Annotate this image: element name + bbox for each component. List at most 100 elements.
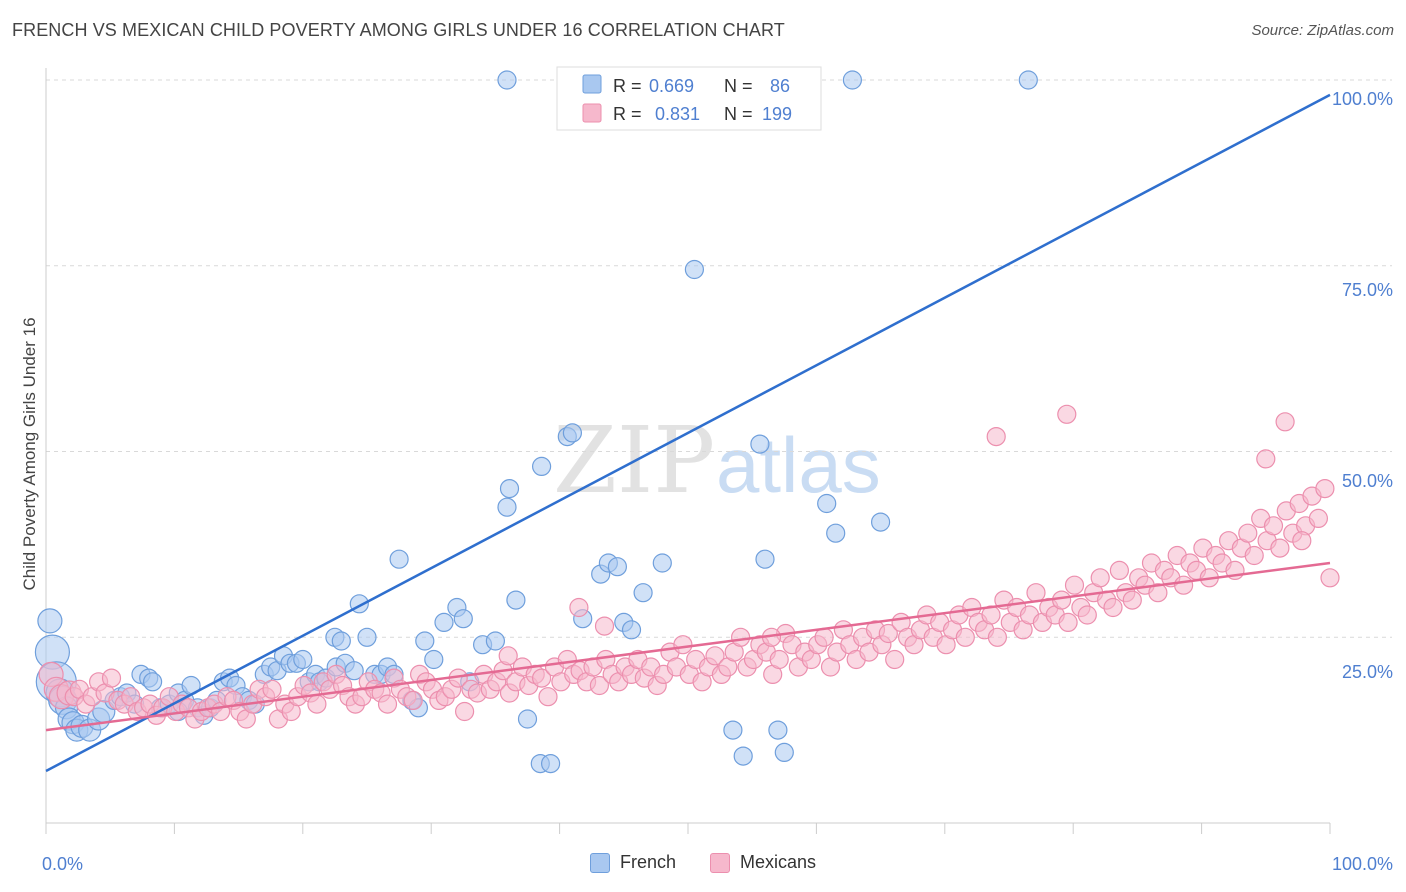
mexicans-point [955, 627, 975, 647]
french-point [768, 720, 788, 740]
mexicans-point [1244, 545, 1264, 566]
french-trend-line [45, 93, 1331, 773]
mexicans-point [377, 694, 398, 714]
legend-swatch-french-bottom [589, 852, 610, 873]
mexicans-point [1148, 583, 1168, 603]
french-point [750, 434, 770, 454]
french-point [723, 720, 743, 740]
mexicans-point [1270, 538, 1290, 558]
mexicans-point [673, 635, 693, 655]
mexicans-point [1315, 479, 1335, 499]
french-point [143, 672, 163, 692]
mexicans-point [1057, 404, 1077, 424]
tick-labels: 25.0% 50.0% 75.0% 100.0% 0.0% 100.0% [42, 89, 1393, 874]
legend-n-value-mexicans: 199 [762, 104, 792, 124]
french-point [293, 649, 313, 670]
mexicans-point [589, 675, 610, 696]
mexicans-point [769, 649, 789, 670]
mexicans-point [986, 427, 1006, 447]
french-point [344, 661, 364, 681]
french-point [331, 631, 351, 651]
mexicans-point [1090, 568, 1110, 588]
legend-top: R = 0.669 N = 86 R = 0.831 N = 199 [556, 66, 822, 131]
french-point [485, 631, 505, 651]
mexicans-point [1077, 605, 1097, 625]
legend-n-label-french: N = [724, 76, 753, 96]
mexicans-point [730, 627, 751, 647]
french-point [733, 746, 753, 766]
watermark: ZIP atlas [553, 407, 881, 514]
legend-swatch-mexicans-bottom [710, 852, 730, 873]
y-axis-label: Child Poverty Among Girls Under 16 [20, 317, 39, 591]
french-point [357, 627, 377, 647]
x-tick-label-0: 0.0% [42, 854, 83, 874]
legend-label-mexicans: Mexicans [740, 852, 817, 872]
y-tick-label-3: 100.0% [1332, 89, 1393, 109]
y-tick-label-0: 25.0% [1342, 662, 1393, 682]
mexicans-point [878, 623, 898, 644]
mexicans-point [498, 646, 518, 666]
y-tick-label-1: 50.0% [1342, 471, 1393, 491]
mexicans-point [1109, 560, 1130, 581]
mexicans-point [531, 668, 552, 688]
mexicans-point [1275, 412, 1295, 432]
legend-swatch-french [582, 74, 602, 94]
legend-bottom: French Mexicans [0, 852, 1406, 873]
french-point [497, 497, 517, 517]
french-point [389, 549, 409, 569]
mexicans-point [1263, 516, 1284, 536]
mexicans-point [1320, 568, 1340, 588]
mexicans-point [814, 627, 834, 647]
mexicans-points [38, 404, 1340, 729]
legend-r-value-mexicans: 0.831 [655, 104, 700, 124]
french-point [755, 549, 775, 569]
mexicans-point [1308, 508, 1329, 529]
mexicans-point [1292, 531, 1312, 551]
french-point [497, 70, 517, 90]
french-point [1018, 70, 1038, 90]
french-point [506, 590, 526, 610]
legend-item-french: French [589, 852, 676, 873]
legend-label-french: French [619, 852, 676, 872]
mexicans-point [455, 701, 475, 722]
x-tick-label-1: 100.0% [1332, 854, 1393, 874]
french-point [37, 608, 63, 634]
mexicans-point [1103, 597, 1123, 618]
mexicans-point [705, 646, 725, 666]
mexicans-point [262, 679, 282, 699]
mexicans-point [1051, 590, 1072, 610]
legend-r-label-french: R = [613, 76, 642, 96]
french-point [499, 479, 520, 499]
french-point [652, 553, 672, 573]
french-point [540, 753, 561, 774]
source-label: Source: ZipAtlas.com [1251, 22, 1394, 39]
legend-n-value-french: 86 [770, 76, 790, 96]
mexicans-point [1058, 612, 1078, 633]
y-tick-label-2: 75.0% [1342, 280, 1393, 300]
trendlines [45, 93, 1331, 773]
mexicans-point [594, 616, 615, 636]
french-point [621, 620, 642, 640]
mexicans-point [1122, 590, 1142, 610]
french-point [424, 649, 444, 670]
french-point [562, 423, 583, 443]
mexicans-point [1173, 575, 1194, 595]
french-point [531, 456, 552, 476]
legend-item-mexicans: Mexicans [710, 852, 816, 873]
mexicans-point [1026, 583, 1046, 603]
mexicans-trend-line [45, 561, 1331, 732]
french-point [826, 523, 846, 543]
french-point [607, 557, 628, 577]
french-point [633, 583, 653, 603]
mexicans-point [307, 694, 327, 714]
chart-title: FRENCH VS MEXICAN CHILD POVERTY AMONG GI… [12, 20, 785, 40]
mexicans-point [885, 649, 905, 670]
mexicans-point [569, 597, 589, 618]
mexicans-point [1256, 449, 1276, 469]
watermark-atlas: atlas [716, 421, 881, 509]
legend-r-value-french: 0.669 [649, 76, 694, 96]
french-point [842, 70, 863, 90]
mexicans-point [101, 668, 122, 688]
french-point [517, 709, 538, 729]
